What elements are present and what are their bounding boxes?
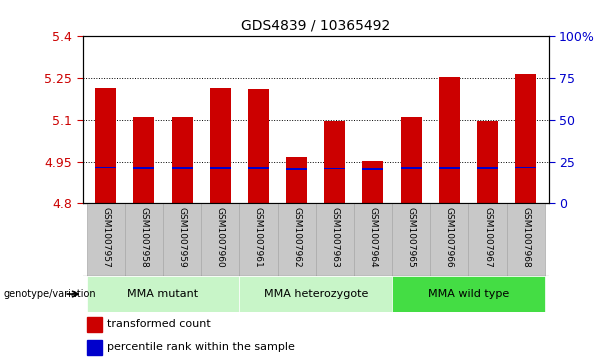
Bar <box>86 203 125 276</box>
Bar <box>210 167 230 169</box>
Bar <box>392 276 545 312</box>
Text: GSM1007959: GSM1007959 <box>178 207 186 268</box>
Bar <box>316 203 354 276</box>
Bar <box>163 203 201 276</box>
Text: GSM1007961: GSM1007961 <box>254 207 263 268</box>
Bar <box>134 117 154 203</box>
Bar <box>477 167 498 169</box>
Bar <box>477 121 498 203</box>
Bar <box>172 117 192 203</box>
Bar <box>172 167 192 169</box>
Bar <box>239 203 278 276</box>
Text: GSM1007957: GSM1007957 <box>101 207 110 268</box>
Bar <box>392 203 430 276</box>
Bar <box>439 167 460 169</box>
Bar <box>354 203 392 276</box>
Bar <box>506 203 545 276</box>
Bar <box>88 317 102 332</box>
Text: GSM1007968: GSM1007968 <box>521 207 530 268</box>
Text: MMA heterozygote: MMA heterozygote <box>264 289 368 299</box>
Text: GSM1007962: GSM1007962 <box>292 207 301 268</box>
Title: GDS4839 / 10365492: GDS4839 / 10365492 <box>241 19 390 32</box>
Bar <box>468 203 506 276</box>
Bar <box>324 121 345 203</box>
Bar <box>286 168 307 170</box>
Text: GSM1007965: GSM1007965 <box>406 207 416 268</box>
Bar <box>362 168 384 170</box>
Text: GSM1007960: GSM1007960 <box>216 207 225 268</box>
Bar <box>239 276 392 312</box>
Bar <box>134 167 154 169</box>
Text: genotype/variation: genotype/variation <box>3 289 96 299</box>
Bar <box>125 203 163 276</box>
Text: transformed count: transformed count <box>107 319 211 330</box>
Text: GSM1007964: GSM1007964 <box>368 207 378 268</box>
Text: MMA wild type: MMA wild type <box>428 289 509 299</box>
Bar <box>95 88 116 203</box>
Bar <box>201 203 239 276</box>
Bar <box>286 156 307 203</box>
Bar <box>515 74 536 203</box>
Bar <box>324 168 345 169</box>
Bar <box>401 117 422 203</box>
Text: GSM1007966: GSM1007966 <box>445 207 454 268</box>
Text: GSM1007958: GSM1007958 <box>139 207 148 268</box>
Bar <box>401 167 422 169</box>
Bar <box>86 276 239 312</box>
Text: percentile rank within the sample: percentile rank within the sample <box>107 342 295 352</box>
Bar <box>248 167 269 169</box>
Bar <box>88 339 102 355</box>
Text: MMA mutant: MMA mutant <box>128 289 199 299</box>
Bar <box>210 88 230 203</box>
Bar <box>248 89 269 203</box>
Bar <box>439 77 460 203</box>
Bar <box>362 161 384 203</box>
Bar <box>95 167 116 168</box>
Bar <box>515 167 536 168</box>
Bar <box>278 203 316 276</box>
Bar <box>430 203 468 276</box>
Text: GSM1007963: GSM1007963 <box>330 207 339 268</box>
Text: GSM1007967: GSM1007967 <box>483 207 492 268</box>
